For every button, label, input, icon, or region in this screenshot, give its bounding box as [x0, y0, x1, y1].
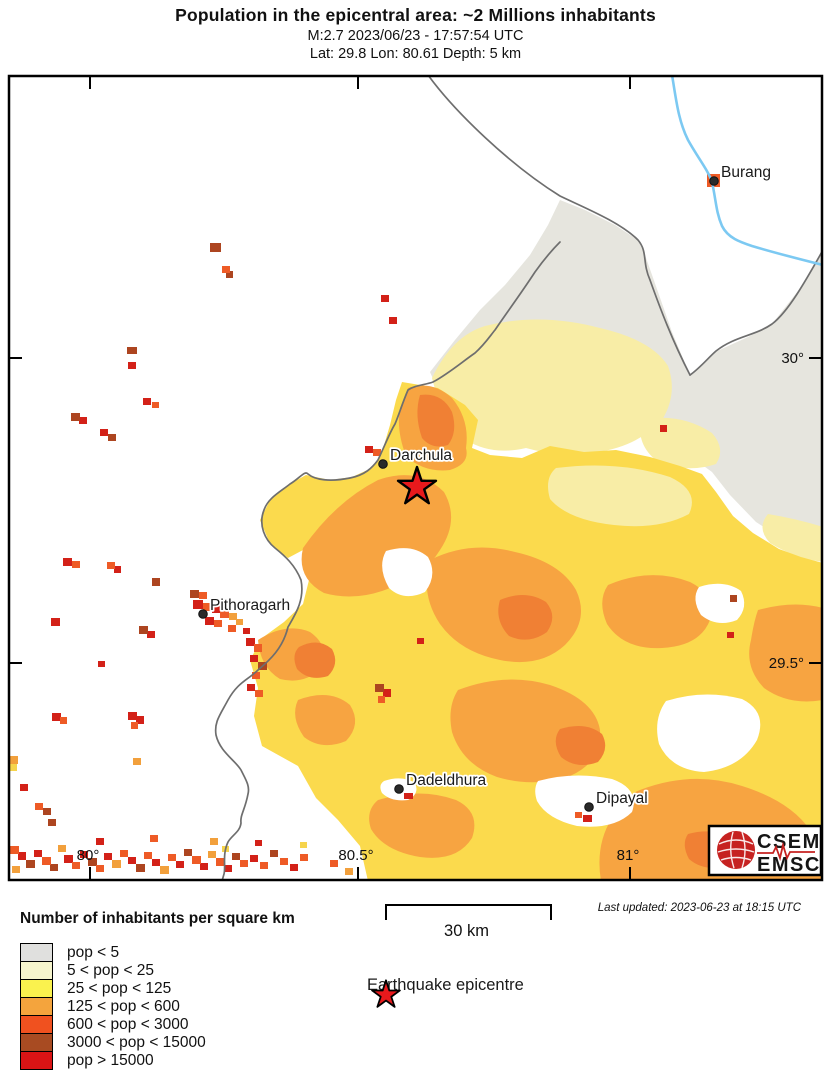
legend-swatch	[20, 1051, 53, 1070]
longitude-label: 80.5°	[338, 847, 373, 864]
legend-class-row: 600 < pop < 3000	[20, 1015, 380, 1034]
latitude-label: 29.5°	[769, 655, 804, 672]
city-marker: Darchula	[378, 445, 454, 469]
logo-seismogram-icon	[757, 841, 815, 862]
city-marker: Burang	[709, 162, 773, 186]
legend-class-label: 600 < pop < 3000	[67, 1015, 189, 1033]
event-magnitude-time: M:2.7 2023/06/23 - 17:57:54 UTC	[307, 28, 524, 44]
city-label: Dadeldhura	[406, 772, 487, 789]
legend-title: Number of inhabitants per square km	[20, 910, 295, 927]
legend-class-label: 3000 < pop < 15000	[67, 1033, 206, 1051]
longitude-label: 80°	[77, 847, 100, 864]
population-legend: Number of inhabitants per square km pop …	[20, 910, 380, 1070]
legend-class-row: 25 < pop < 125	[20, 979, 380, 998]
epicentre-key: Earthquake epicentre	[367, 976, 524, 1008]
legend-swatch	[20, 943, 53, 962]
city-label: Pithoragarh	[210, 597, 290, 614]
city-markers: Burang Darchula Pithoragarh Dadeldhura Dipay…	[198, 162, 773, 812]
map-frame	[7, 74, 824, 882]
legend-swatch	[20, 1015, 53, 1034]
legend-class-row: 3000 < pop < 15000	[20, 1033, 380, 1052]
logo-globe-icon	[717, 831, 755, 869]
logo-text-emsc: EMSC	[757, 854, 821, 876]
scale-bar	[385, 904, 552, 920]
international-boundary-line	[214, 76, 822, 880]
city-dot-icon	[709, 176, 719, 186]
settlement-cells-red	[18, 295, 734, 872]
graticule-ticks	[10, 77, 821, 879]
city-dot-icon	[584, 802, 594, 812]
city-dot-icon	[198, 609, 208, 619]
city-dot-icon	[394, 784, 404, 794]
legend-swatch	[20, 961, 53, 980]
population-raster-artwork	[9, 76, 822, 880]
epicentre-key-label: Earthquake epicentre	[367, 976, 524, 994]
legend-class-row: 125 < pop < 600	[20, 997, 380, 1016]
legend-class-row: pop < 5	[20, 943, 380, 962]
graticule-labels: 80° 80.5° 81° 30° 29.5°	[77, 350, 804, 864]
csem-emsc-logo: CSEM EMSC	[707, 824, 823, 877]
event-coordinates-depth: Lat: 29.8 Lon: 80.61 Depth: 5 km	[309, 46, 522, 62]
city-label: Burang	[721, 164, 771, 181]
latitude-label: 30°	[781, 350, 804, 367]
header: Population in the epicentral area: ~2 Mi…	[0, 0, 831, 62]
city-label: Dipayal	[596, 790, 648, 807]
legend-class-label: 25 < pop < 125	[67, 979, 172, 997]
legend-class-label: 125 < pop < 600	[67, 997, 180, 1015]
legend-class-row: pop > 15000	[20, 1051, 380, 1070]
legend-class-row: 5 < pop < 25	[20, 961, 380, 980]
last-updated-text: Last updated: 2023-06-23 at 18:15 UTC	[597, 902, 801, 914]
epicentre-star	[396, 465, 438, 505]
settlement-cells-orange	[9, 613, 353, 875]
city-label: Darchula	[390, 447, 452, 464]
river-line	[670, 76, 822, 267]
logo-text-csem: CSEM	[757, 831, 821, 853]
legend-swatch	[20, 997, 53, 1016]
legend-class-label: pop > 15000	[67, 1051, 154, 1069]
city-marker: Pithoragarh	[198, 595, 292, 619]
epicentre-key-star-icon	[371, 979, 401, 1008]
city-marker: Dipayal	[584, 788, 649, 812]
legend-swatch	[20, 1033, 53, 1052]
city-marker: Dadeldhura	[394, 770, 488, 794]
longitude-label: 81°	[617, 847, 640, 864]
scale-bar-label: 30 km	[444, 922, 489, 940]
legend-swatch	[20, 979, 53, 998]
settlement-cells-brown	[26, 243, 737, 872]
city-dot-icon	[378, 459, 388, 469]
legend-class-label: 5 < pop < 25	[67, 961, 155, 979]
page-title: Population in the epicentral area: ~2 Mi…	[175, 5, 656, 25]
legend-class-label: pop < 5	[67, 943, 120, 961]
